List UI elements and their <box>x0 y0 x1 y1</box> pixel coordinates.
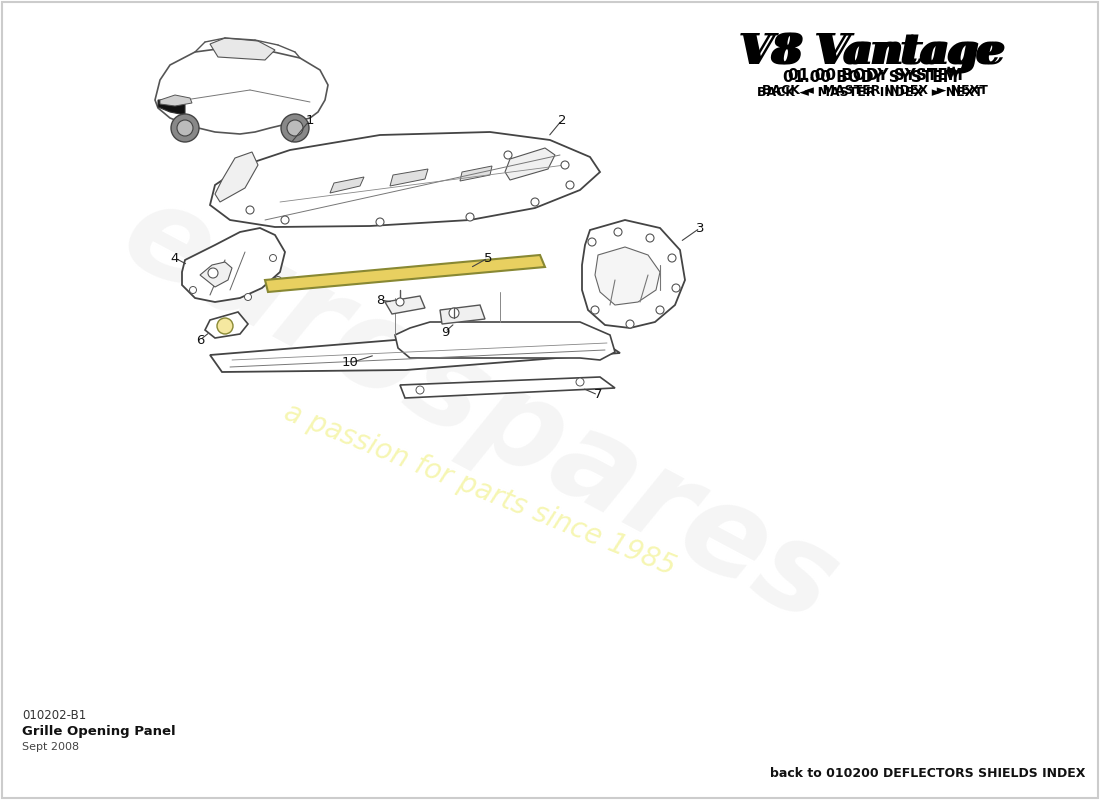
Text: 10: 10 <box>342 357 359 370</box>
Circle shape <box>376 218 384 226</box>
Circle shape <box>566 181 574 189</box>
Text: V8 Vantage: V8 Vantage <box>744 32 1006 74</box>
Polygon shape <box>390 169 428 186</box>
Polygon shape <box>385 296 425 314</box>
Circle shape <box>668 254 676 262</box>
Text: Grille Opening Panel: Grille Opening Panel <box>22 725 176 738</box>
Polygon shape <box>205 312 248 338</box>
Polygon shape <box>200 262 232 287</box>
Circle shape <box>280 216 289 224</box>
Circle shape <box>275 277 282 283</box>
Text: BACK ◄  MASTER INDEX  ► NEXT: BACK ◄ MASTER INDEX ► NEXT <box>757 86 983 99</box>
Circle shape <box>614 228 622 236</box>
Circle shape <box>416 386 424 394</box>
Circle shape <box>217 318 233 334</box>
Circle shape <box>656 306 664 314</box>
Polygon shape <box>265 255 544 292</box>
Polygon shape <box>395 322 615 360</box>
Text: 7: 7 <box>594 389 603 402</box>
Circle shape <box>576 378 584 386</box>
Circle shape <box>646 234 654 242</box>
Circle shape <box>672 284 680 292</box>
Polygon shape <box>582 220 685 328</box>
Circle shape <box>504 151 512 159</box>
Text: 01.00 BODY SYSTEM: 01.00 BODY SYSTEM <box>782 70 957 85</box>
Circle shape <box>561 161 569 169</box>
Polygon shape <box>210 340 620 372</box>
Polygon shape <box>400 377 615 398</box>
Polygon shape <box>595 247 660 305</box>
Circle shape <box>396 298 404 306</box>
Text: 9: 9 <box>441 326 449 338</box>
Text: 4: 4 <box>170 251 179 265</box>
Polygon shape <box>440 305 485 324</box>
Circle shape <box>244 294 252 301</box>
Polygon shape <box>330 177 364 193</box>
Circle shape <box>591 306 600 314</box>
Text: Sept 2008: Sept 2008 <box>22 742 79 752</box>
Polygon shape <box>160 95 192 106</box>
Circle shape <box>466 213 474 221</box>
Text: a passion for parts since 1985: a passion for parts since 1985 <box>280 398 680 582</box>
Circle shape <box>531 198 539 206</box>
Circle shape <box>170 114 199 142</box>
Circle shape <box>270 254 276 262</box>
Circle shape <box>280 114 309 142</box>
Polygon shape <box>210 38 275 60</box>
Text: 6: 6 <box>196 334 205 346</box>
Polygon shape <box>158 100 185 115</box>
Text: 01.00 BODY SYSTEM: 01.00 BODY SYSTEM <box>788 68 962 83</box>
Circle shape <box>208 268 218 278</box>
Polygon shape <box>155 48 328 134</box>
Text: 010202-B1: 010202-B1 <box>22 709 86 722</box>
Text: eurospares: eurospares <box>102 171 857 649</box>
Circle shape <box>449 308 459 318</box>
Polygon shape <box>210 132 600 227</box>
Text: back to 010200 DEFLECTORS SHIELDS INDEX: back to 010200 DEFLECTORS SHIELDS INDEX <box>770 767 1085 780</box>
Polygon shape <box>214 152 258 202</box>
Circle shape <box>287 120 303 136</box>
Text: 5: 5 <box>484 251 493 265</box>
Text: V8 Vantage: V8 Vantage <box>738 32 1002 74</box>
Text: 2: 2 <box>558 114 566 126</box>
Polygon shape <box>460 166 492 181</box>
Circle shape <box>177 120 192 136</box>
Text: 1: 1 <box>306 114 315 126</box>
Circle shape <box>626 320 634 328</box>
Text: BACK ◄  MASTER INDEX  ► NEXT: BACK ◄ MASTER INDEX ► NEXT <box>762 84 988 97</box>
Circle shape <box>246 206 254 214</box>
Polygon shape <box>182 228 285 302</box>
Text: 8: 8 <box>376 294 384 306</box>
Text: 3: 3 <box>695 222 704 234</box>
Circle shape <box>189 286 197 294</box>
Circle shape <box>588 238 596 246</box>
Polygon shape <box>505 148 556 180</box>
